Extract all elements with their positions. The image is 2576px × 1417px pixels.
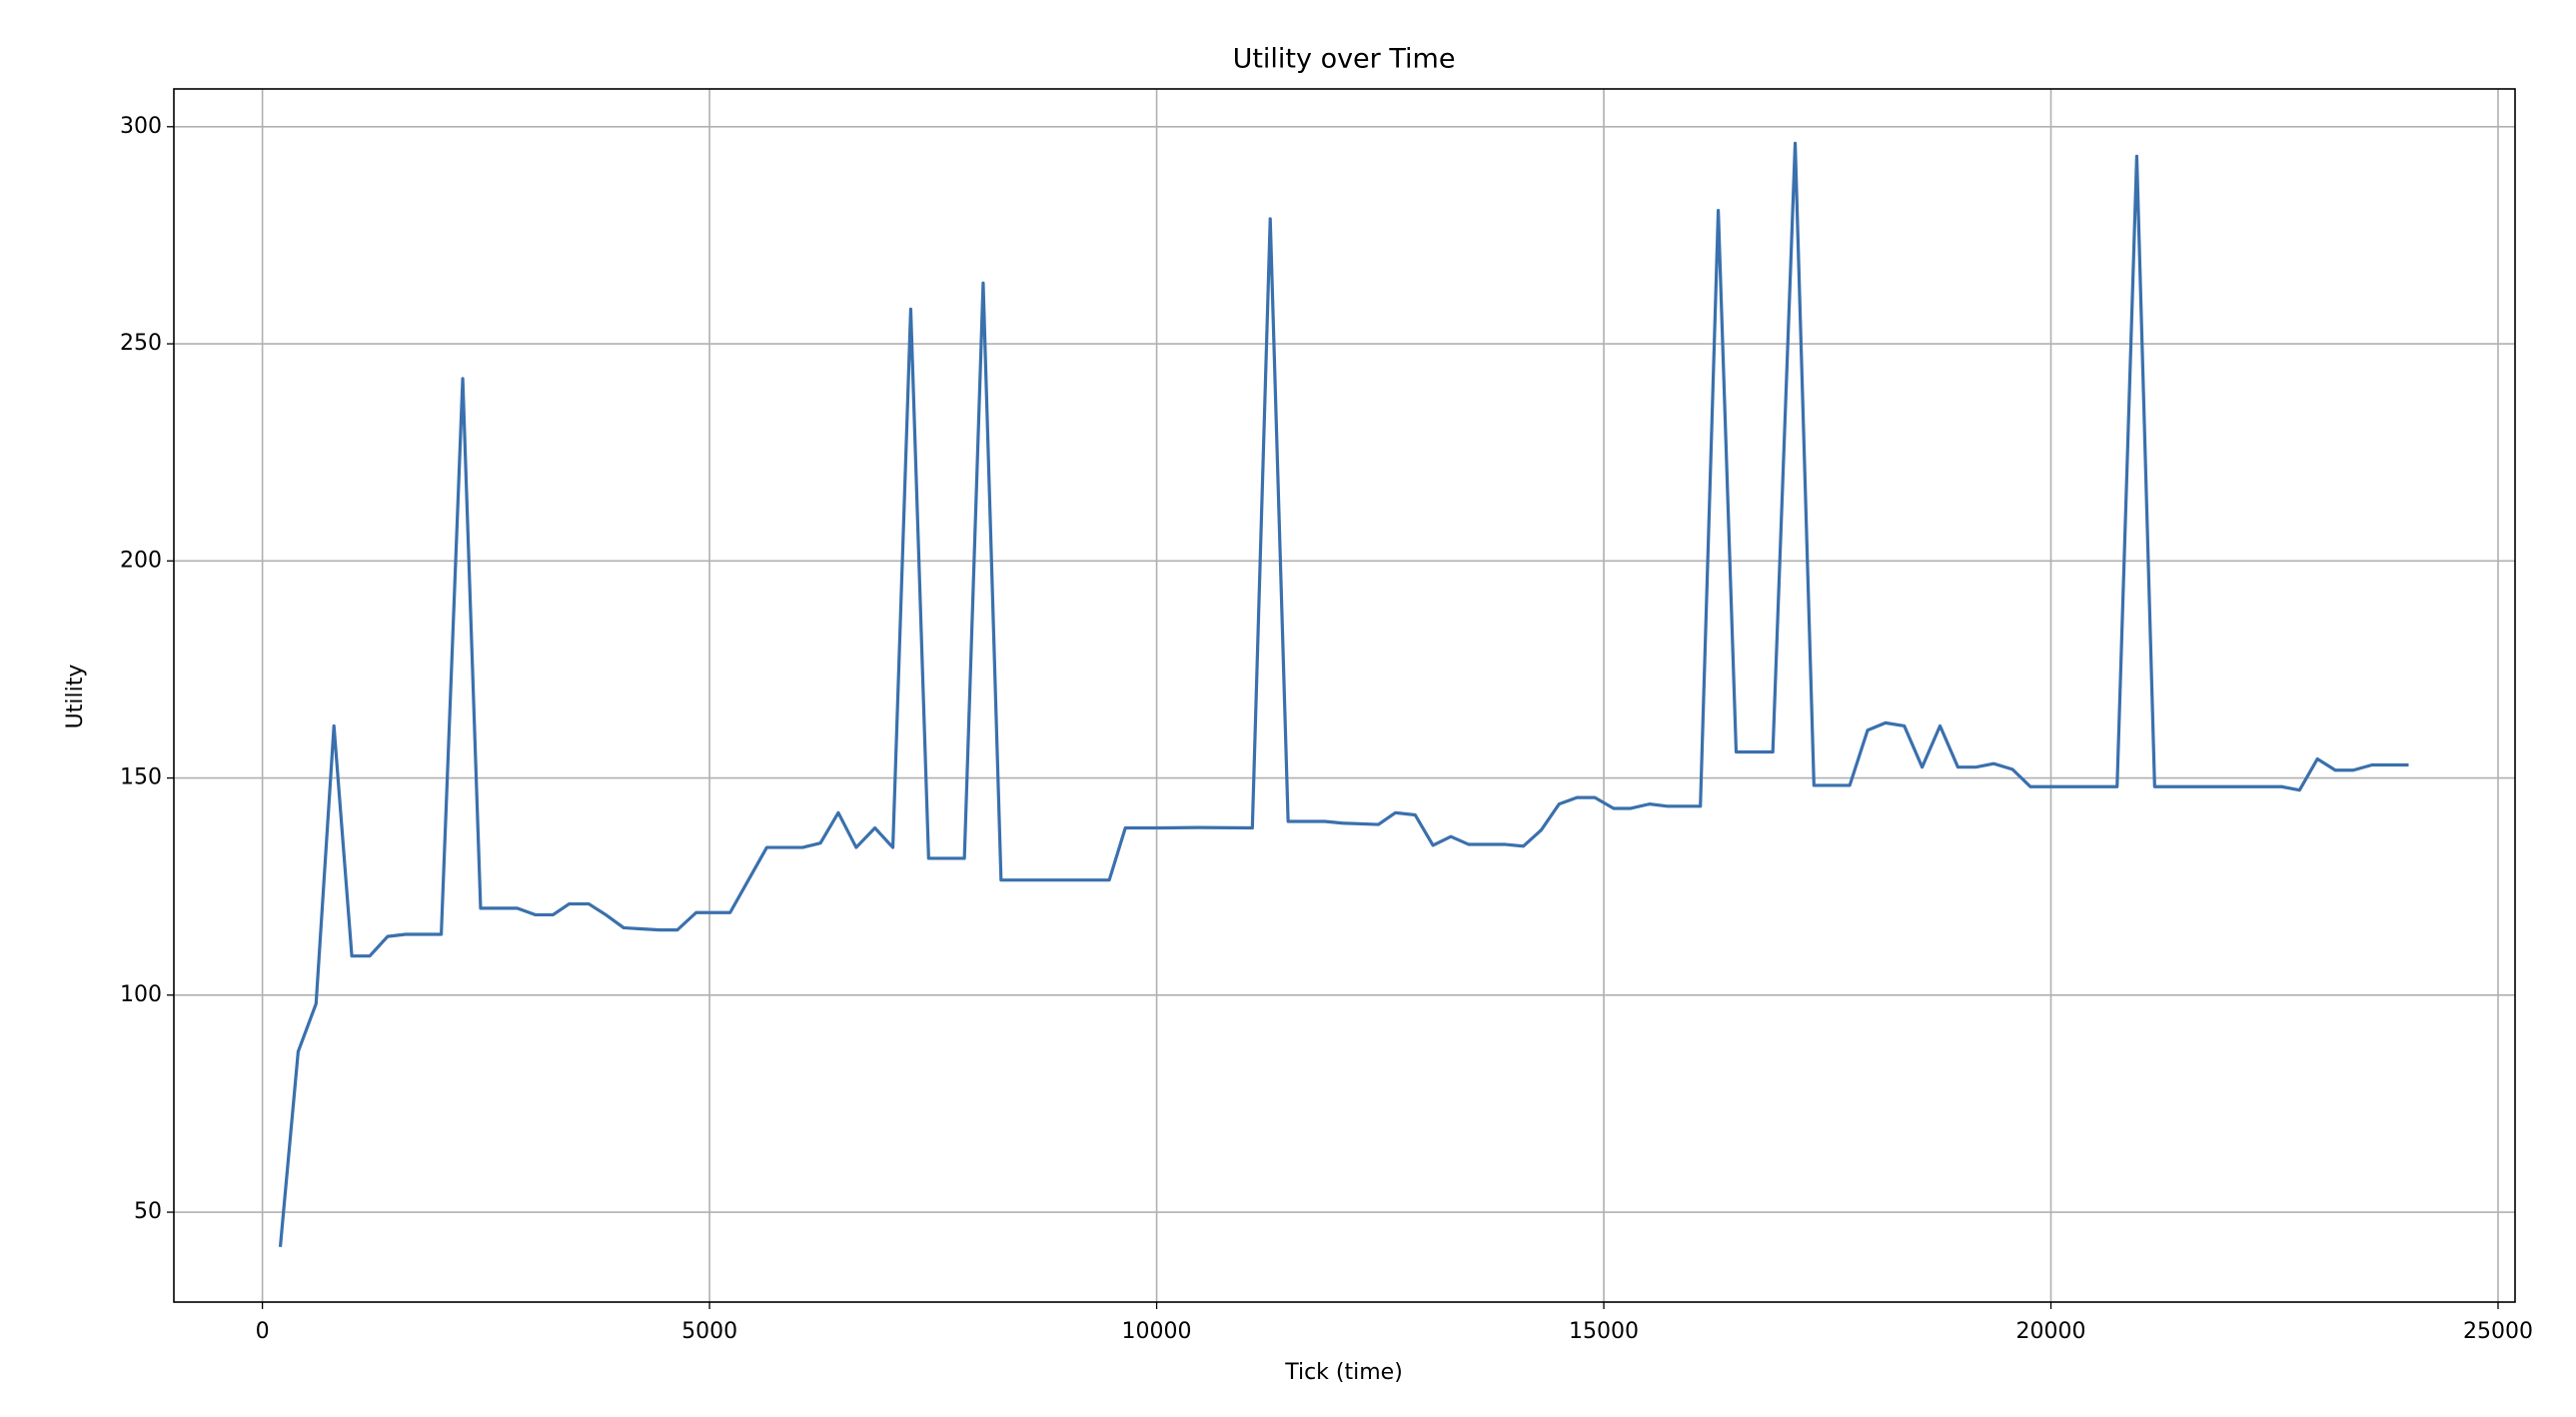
x-tick-label: 5000	[681, 1319, 737, 1344]
x-axis-label: Tick (time)	[1284, 1360, 1403, 1385]
x-tick-label: 20000	[2016, 1319, 2086, 1344]
y-tick-label: 250	[120, 331, 162, 356]
y-tick-label: 150	[120, 765, 162, 790]
x-tick-label: 0	[256, 1319, 270, 1344]
data-line	[278, 141, 2409, 1247]
x-tick-label: 10000	[1122, 1319, 1192, 1344]
chart-title: Utility over Time	[1233, 44, 1456, 75]
y-tick-label: 300	[120, 114, 162, 139]
plot-frame	[173, 88, 2516, 1303]
y-axis-label: Utility	[63, 665, 88, 729]
y-tick-label: 200	[120, 548, 162, 573]
y-tick-label: 50	[134, 1199, 162, 1224]
x-tick-label: 25000	[2463, 1319, 2533, 1344]
y-tick-label: 100	[120, 982, 162, 1007]
x-tick-label: 15000	[1569, 1319, 1639, 1344]
